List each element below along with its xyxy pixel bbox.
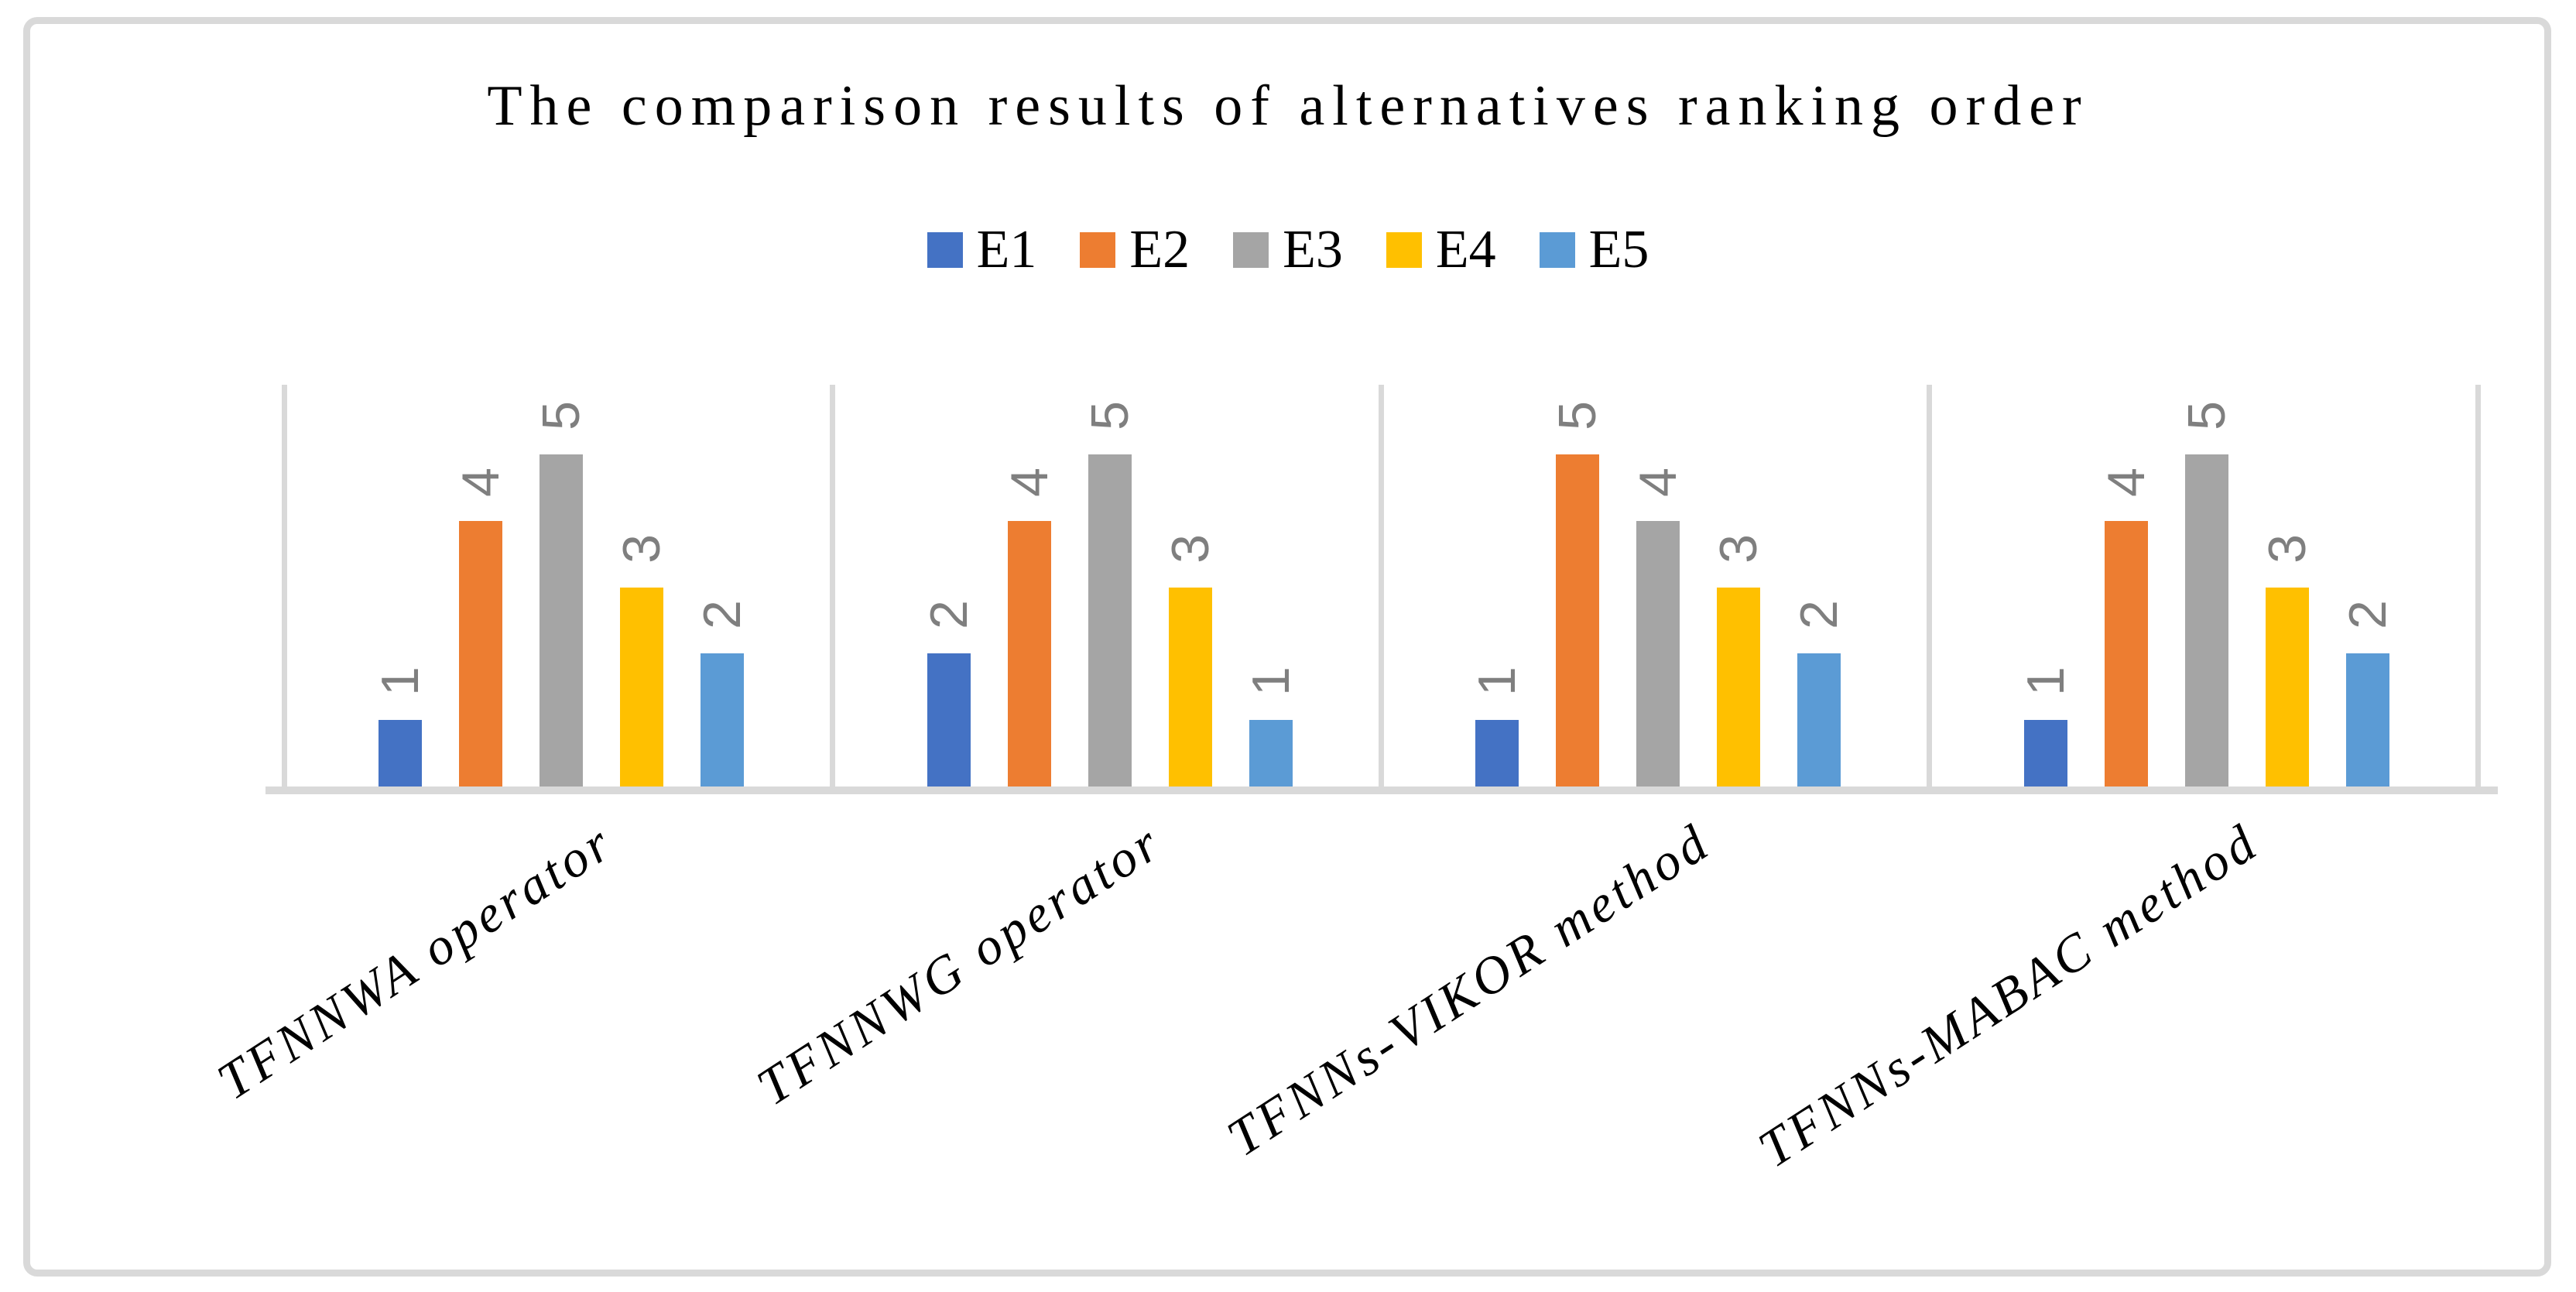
bar-e2-group1 xyxy=(459,520,502,787)
bar-e2-group4 xyxy=(2104,520,2148,787)
bar-e4-group3 xyxy=(1717,587,1760,787)
plot-area: 1 4 5 3 2 2 4 5 3 1 1 5 4 3 2 1 4 5 3 2 xyxy=(265,385,2498,795)
bar-e4-group4 xyxy=(2265,587,2309,787)
legend-item-e4: E4 xyxy=(1386,223,1496,277)
legend-swatch-e3 xyxy=(1233,232,1269,268)
bar-value-label-e2-group3: 5 xyxy=(1548,401,1607,430)
legend-label: E2 xyxy=(1129,220,1190,279)
bar-value-label-e3-group3: 4 xyxy=(1629,467,1687,497)
legend-label: E4 xyxy=(1435,220,1496,279)
bar-e5-group3 xyxy=(1797,653,1841,787)
bar-value-label-e3-group4: 5 xyxy=(2177,401,2236,430)
bar-e3-group2 xyxy=(1088,454,1132,787)
bar-e3-group4 xyxy=(2184,454,2228,787)
bar-e1-group4 xyxy=(2023,720,2067,787)
bar-value-label-e2-group1: 4 xyxy=(451,467,510,497)
bar-e5-group1 xyxy=(701,653,744,787)
legend-swatch-e4 xyxy=(1386,232,1422,268)
legend-item-e1: E1 xyxy=(927,220,1037,279)
bar-e4-group1 xyxy=(620,587,663,787)
category-separator-line xyxy=(1927,385,1932,787)
legend-swatch-e1 xyxy=(927,232,963,268)
legend-item-e2: E2 xyxy=(1080,223,1190,277)
bar-value-label-e5-group3: 2 xyxy=(1790,600,1848,630)
bar-e3-group1 xyxy=(540,454,583,787)
legend-item-e3: E3 xyxy=(1233,223,1343,277)
category-separator-line xyxy=(830,385,835,787)
bar-e2-group2 xyxy=(1007,520,1051,787)
category-separator-line xyxy=(2475,385,2481,787)
legend-swatch-e2 xyxy=(1080,232,1116,268)
bar-value-label-e3-group2: 5 xyxy=(1080,401,1139,430)
bar-value-label-e5-group1: 2 xyxy=(693,600,752,630)
bar-e1-group3 xyxy=(1475,720,1519,787)
chart-title: The comparison results of alternatives r… xyxy=(487,74,2089,138)
bar-e1-group2 xyxy=(927,653,971,787)
bar-value-label-e1-group2: 2 xyxy=(919,600,978,630)
bar-e5-group4 xyxy=(2345,653,2389,787)
bar-e5-group2 xyxy=(1249,720,1293,787)
bar-e1-group1 xyxy=(379,720,422,787)
category-separator-line xyxy=(281,385,287,787)
bar-e2-group3 xyxy=(1556,454,1599,787)
bar-value-label-e3-group1: 5 xyxy=(532,401,591,430)
x-axis-line xyxy=(265,787,2498,794)
legend-label: E5 xyxy=(1588,220,1649,279)
bar-value-label-e2-group4: 4 xyxy=(2096,467,2156,497)
bar-value-label-e1-group3: 1 xyxy=(1468,667,1526,697)
bar-e4-group2 xyxy=(1168,587,1212,787)
bar-value-label-e5-group4: 2 xyxy=(2338,600,2397,630)
legend-swatch-e5 xyxy=(1539,232,1575,268)
legend-label: E1 xyxy=(976,220,1037,279)
bar-value-label-e1-group1: 1 xyxy=(371,667,430,697)
chart-border xyxy=(23,17,2551,1277)
legend-item-e5: E5 xyxy=(1539,220,1649,279)
bar-value-label-e5-group2: 1 xyxy=(1241,667,1300,697)
bar-value-label-e4-group4: 3 xyxy=(2257,533,2317,564)
bar-value-label-e4-group3: 3 xyxy=(1709,533,1768,564)
bar-value-label-e2-group2: 4 xyxy=(999,467,1059,497)
legend: E1 E2 E3 E4 E5 xyxy=(0,223,2576,277)
bar-value-label-e4-group2: 3 xyxy=(1160,533,1220,564)
bar-e3-group3 xyxy=(1636,520,1680,787)
legend-label: E3 xyxy=(1283,220,1343,279)
category-separator-line xyxy=(1378,385,1384,787)
bar-value-label-e4-group1: 3 xyxy=(612,533,671,564)
bar-value-label-e1-group4: 1 xyxy=(2016,667,2075,697)
